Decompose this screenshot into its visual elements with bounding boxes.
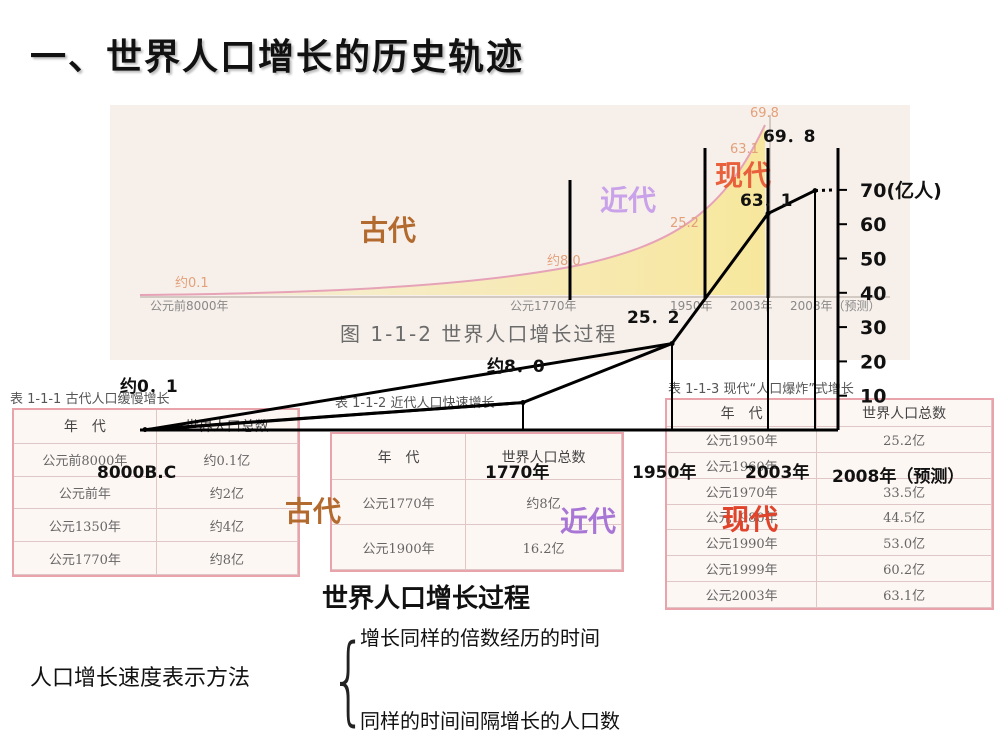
background-curve-area (140, 125, 765, 295)
chart-title: 世界人口增长过程 (322, 584, 531, 614)
background-point-label: 约0.1 (175, 276, 209, 291)
x-tick-label: 2008年（预测） (832, 466, 964, 487)
table-row: 公元1350年 约4亿 (14, 508, 299, 543)
table-row: 公元1999年 60.2亿 (667, 555, 992, 583)
y-tick-label: 20 (860, 351, 886, 373)
background-point-label: 25.2 (670, 216, 699, 231)
background-figure: 约0.1 约8.0 25.2 63.1 69.8 公元前8000年 公元1770… (110, 105, 910, 360)
data-label: 25．2 (627, 308, 680, 328)
data-point (812, 188, 818, 194)
background-era-present: 现代 (715, 159, 771, 192)
background-era-ancient: 古代 (360, 214, 416, 247)
table-row: 公元2003年 63.1亿 (667, 581, 992, 608)
table-present-caption: 表 1-1-3 现代“人口爆炸”式增长 (668, 382, 854, 397)
table-row: 公元前年 约2亿 (14, 476, 299, 510)
background-axis-label: 2003年 (730, 299, 773, 313)
y-tick-label: 50 (860, 249, 886, 271)
background-figure-svg: 约0.1 约8.0 25.2 63.1 69.8 公元前8000年 公元1770… (139, 106, 890, 313)
era-label-ancient: 古代 (285, 495, 342, 528)
table-row: 公元1770年 约8亿 (14, 541, 299, 575)
data-label: 63．1 (740, 191, 793, 211)
data-label: 69．8 (763, 127, 816, 147)
table-row: 公元前8000年 约0.1亿 (14, 443, 299, 477)
table-present: 年 代世界人口总数 公元1950年 25.2亿 公元1960年 公元1970年 33… (665, 398, 994, 610)
table-row: 公元1900年 16.2亿 (332, 524, 622, 570)
background-figure-caption: 图 1-1-2 世界人口增长过程 (340, 322, 618, 346)
data-projection-dashed (814, 188, 837, 193)
brace-icon: { (330, 624, 367, 736)
background-axis-label: 公元前8000年 (150, 298, 229, 313)
data-point (669, 341, 675, 347)
data-label: 约8．0 (487, 356, 545, 377)
table-row: 公元1970年 33.5亿 (667, 478, 992, 505)
data-point (142, 427, 148, 433)
table-row: 公元1960年 (667, 452, 992, 479)
table-row: 公元1980年 44.5亿 (667, 504, 992, 531)
background-curve-line (139, 124, 766, 296)
background-axis-label: 公元1770年 (510, 299, 577, 313)
x-tick-label: 2003年 (745, 462, 809, 483)
slide-title: 一、世界人口增长的历史轨迹 (30, 37, 525, 78)
era-label-present: 现代 (722, 503, 779, 536)
data-segment (144, 342, 673, 432)
y-tick-label: 10 (860, 386, 886, 408)
data-label: 约0．1 (120, 376, 178, 397)
y-tick-label: 40 (860, 283, 886, 305)
x-tick-label: 1950年 (632, 462, 696, 483)
y-tick-label: 60 (860, 214, 886, 236)
background-point-label: 63.1 (730, 142, 759, 157)
table-row: 公元1990年 53.0亿 (667, 529, 992, 557)
data-segment (144, 401, 524, 432)
x-tick-label: 8000B.C (97, 463, 176, 483)
data-point (765, 211, 771, 217)
method-item: 增长同样的倍数经历的时间 (360, 626, 600, 650)
data-segment-projection (767, 189, 816, 215)
data-point (520, 400, 526, 406)
table-row: 公元1770年 约8亿 (332, 479, 622, 526)
background-era-modern: 近代 (600, 184, 656, 217)
y-tick-label: 30 (860, 317, 886, 339)
method-label: 人口增长速度表示方法 (30, 666, 251, 691)
x-tick-label: 1770年 (485, 462, 549, 483)
background-point-label: 约8.0 (547, 254, 581, 269)
table-modern: 年 代世界人口总数 公元1770年 约8亿 公元1900年 16.2亿 (330, 432, 624, 572)
background-axis-label: 2008年（预测） (790, 299, 881, 313)
era-label-modern: 近代 (560, 505, 617, 538)
table-ancient-caption: 表 1-1-1 古代人口缓慢增长 (10, 392, 170, 407)
y-tick-label: 70(亿人) (860, 179, 942, 202)
method-item: 同样的时间间隔增长的人口数 (360, 709, 620, 733)
background-point-label: 69.8 (750, 106, 779, 121)
table-header: 年 代 (14, 410, 157, 444)
